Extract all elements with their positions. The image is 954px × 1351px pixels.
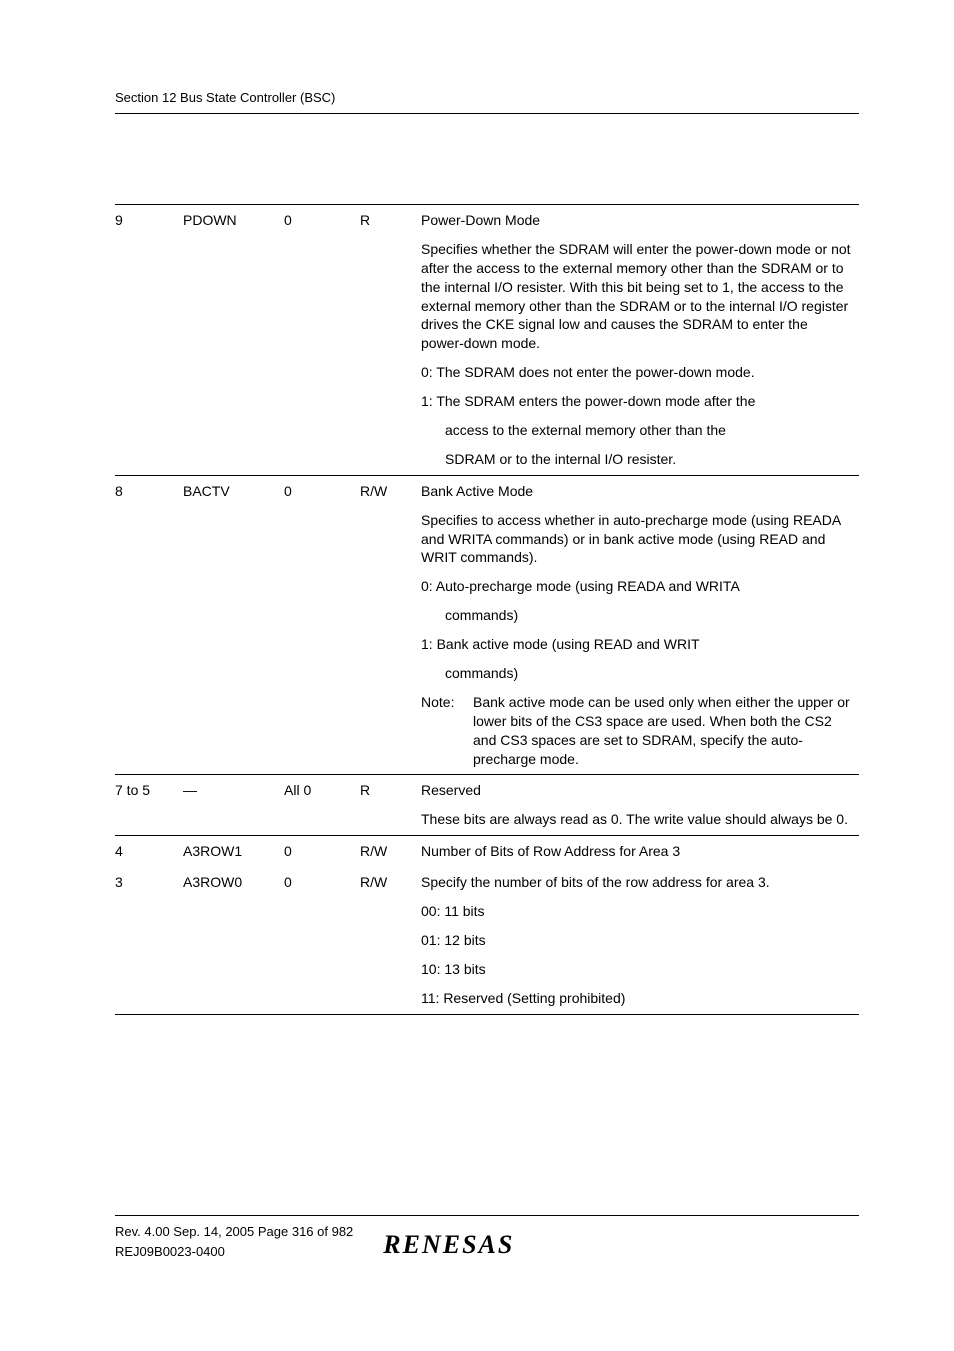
description-text: 10: 13 bits (421, 960, 853, 979)
initial-value-cell: All 0 (284, 775, 360, 836)
description-text: commands) (421, 606, 853, 625)
description-text: 1: Bank active mode (using READ and WRIT (421, 635, 853, 654)
bitname-cell: A3ROW1 (183, 836, 284, 867)
description-text: 0: Auto-precharge mode (using READA and … (421, 577, 853, 596)
description-text: SDRAM or to the internal I/O resister. (421, 450, 853, 469)
description-cell: Power-Down Mode Specifies whether the SDR… (421, 205, 859, 476)
description-text: access to the external memory other than… (421, 421, 853, 440)
table-row: 3A3ROW00R/WSpecify the number of bits of… (115, 867, 859, 1014)
description-cell: Specify the number of bits of the row ad… (421, 867, 859, 1014)
table-row: 4A3ROW10R/WNumber of Bits of Row Address… (115, 836, 859, 867)
initial-value-cell: 0 (284, 475, 360, 775)
table-row: 8BACTV0R/WBank Active Mode Specifies to a… (115, 475, 859, 775)
description-cell: Reserved These bits are always read as 0.… (421, 775, 859, 836)
description-text: Specify the number of bits of the row ad… (421, 873, 853, 892)
rw-cell: R/W (360, 867, 421, 1014)
description-text: commands) (421, 664, 853, 683)
description-text: 11: Reserved (Setting prohibited) (421, 989, 853, 1008)
initial-value-cell: 0 (284, 836, 360, 867)
description-cell: Bank Active Mode Specifies to access whet… (421, 475, 859, 775)
description-text: 00: 11 bits (421, 902, 853, 921)
description-cell: Number of Bits of Row Address for Area 3 (421, 836, 859, 867)
description-text: Specifies to access whether in auto-prec… (421, 511, 853, 568)
bit-cell: 4 (115, 836, 183, 867)
note-label: Note: (421, 693, 473, 769)
bit-cell: 3 (115, 867, 183, 1014)
rw-cell: R/W (360, 475, 421, 775)
description-text: Specifies whether the SDRAM will enter t… (421, 240, 853, 353)
section-header: Section 12 Bus State Controller (BSC) (115, 90, 859, 114)
description-text: 1: The SDRAM enters the power-down mode … (421, 392, 853, 411)
description-text: 01: 12 bits (421, 931, 853, 950)
bit-cell: 7 to 5 (115, 775, 183, 836)
description-text: Number of Bits of Row Address for Area 3 (421, 842, 853, 861)
bitname-cell: A3ROW0 (183, 867, 284, 1014)
rw-cell: R/W (360, 836, 421, 867)
renesas-logo: RENESAS (383, 1222, 514, 1260)
initial-value-cell: 0 (284, 205, 360, 476)
bit-cell: 8 (115, 475, 183, 775)
description-text: These bits are always read as 0. The wri… (421, 810, 853, 829)
table-row: 9PDOWN0RPower-Down Mode Specifies whether… (115, 205, 859, 476)
description-text: Bank Active Mode (421, 482, 853, 501)
footer-rev-line: Rev. 4.00 Sep. 14, 2005 Page 316 of 982 (115, 1222, 353, 1242)
bitname-cell: BACTV (183, 475, 284, 775)
description-text: Power-Down Mode (421, 211, 853, 230)
rw-cell: R (360, 205, 421, 476)
page-footer: Rev. 4.00 Sep. 14, 2005 Page 316 of 982 … (115, 1215, 859, 1261)
footer-doc-id: REJ09B0023-0400 (115, 1242, 353, 1262)
bitname-cell: — (183, 775, 284, 836)
table-row: 7 to 5—All 0RReserved These bits are alwa… (115, 775, 859, 836)
note-body: Bank active mode can be used only when e… (473, 693, 853, 769)
description-text: Reserved (421, 781, 853, 800)
register-table: 9PDOWN0RPower-Down ModeSpecifies whether… (115, 204, 859, 1015)
initial-value-cell: 0 (284, 867, 360, 1014)
description-text: 0: The SDRAM does not enter the power-do… (421, 363, 853, 382)
rw-cell: R (360, 775, 421, 836)
bit-cell: 9 (115, 205, 183, 476)
bitname-cell: PDOWN (183, 205, 284, 476)
